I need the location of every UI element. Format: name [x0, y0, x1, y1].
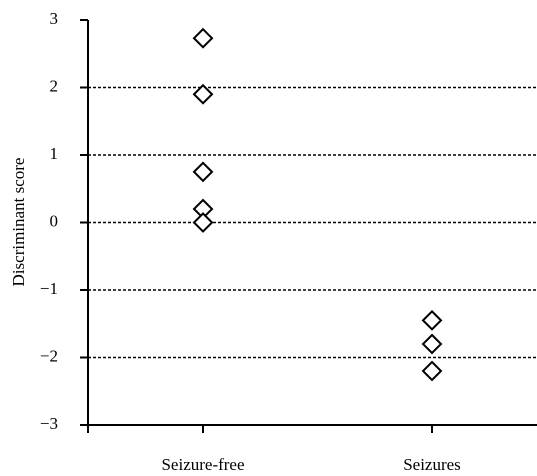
diamond-marker [192, 161, 214, 183]
y-tick-label: −3 [40, 414, 58, 433]
diamond-marker [421, 309, 443, 331]
x-tick-label: Seizure-free [161, 455, 244, 474]
x-tick-label: Seizures [403, 455, 461, 474]
diamond-marker [192, 27, 214, 49]
y-tick-label: −2 [40, 346, 58, 365]
y-tick-label: 3 [50, 9, 59, 28]
y-tick-label: 0 [50, 211, 59, 230]
diamond-marker [421, 360, 443, 382]
y-tick-label: 2 [50, 76, 59, 95]
diamond-marker [421, 333, 443, 355]
y-axis-label: Discriminant score [9, 158, 28, 287]
y-tick-label: 1 [50, 144, 59, 163]
y-tick-label: −1 [40, 279, 58, 298]
diamond-marker [192, 212, 214, 233]
diamond-marker [192, 83, 214, 105]
